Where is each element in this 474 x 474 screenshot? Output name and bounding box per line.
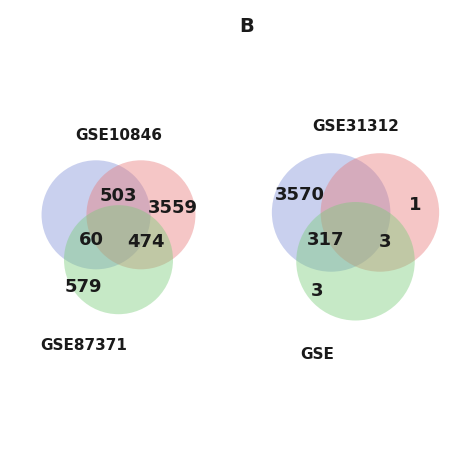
Text: GSE31312: GSE31312 bbox=[312, 119, 399, 134]
Text: 579: 579 bbox=[64, 278, 102, 296]
Text: GSE: GSE bbox=[300, 347, 334, 362]
Circle shape bbox=[296, 202, 415, 320]
Text: GSE87371: GSE87371 bbox=[40, 338, 127, 353]
Text: 3: 3 bbox=[311, 282, 323, 300]
Text: 317: 317 bbox=[307, 231, 344, 249]
Text: 474: 474 bbox=[128, 233, 165, 251]
Circle shape bbox=[320, 153, 439, 272]
Text: 3559: 3559 bbox=[148, 200, 198, 218]
Text: B: B bbox=[239, 17, 254, 36]
Circle shape bbox=[42, 160, 151, 269]
Text: 1: 1 bbox=[409, 197, 421, 215]
Circle shape bbox=[86, 160, 195, 269]
Text: 503: 503 bbox=[100, 187, 137, 205]
Text: 60: 60 bbox=[78, 231, 103, 249]
Circle shape bbox=[64, 205, 173, 314]
Text: 3570: 3570 bbox=[275, 186, 325, 204]
Text: GSE10846: GSE10846 bbox=[75, 128, 162, 144]
Text: 3: 3 bbox=[379, 233, 392, 251]
Circle shape bbox=[272, 153, 391, 272]
